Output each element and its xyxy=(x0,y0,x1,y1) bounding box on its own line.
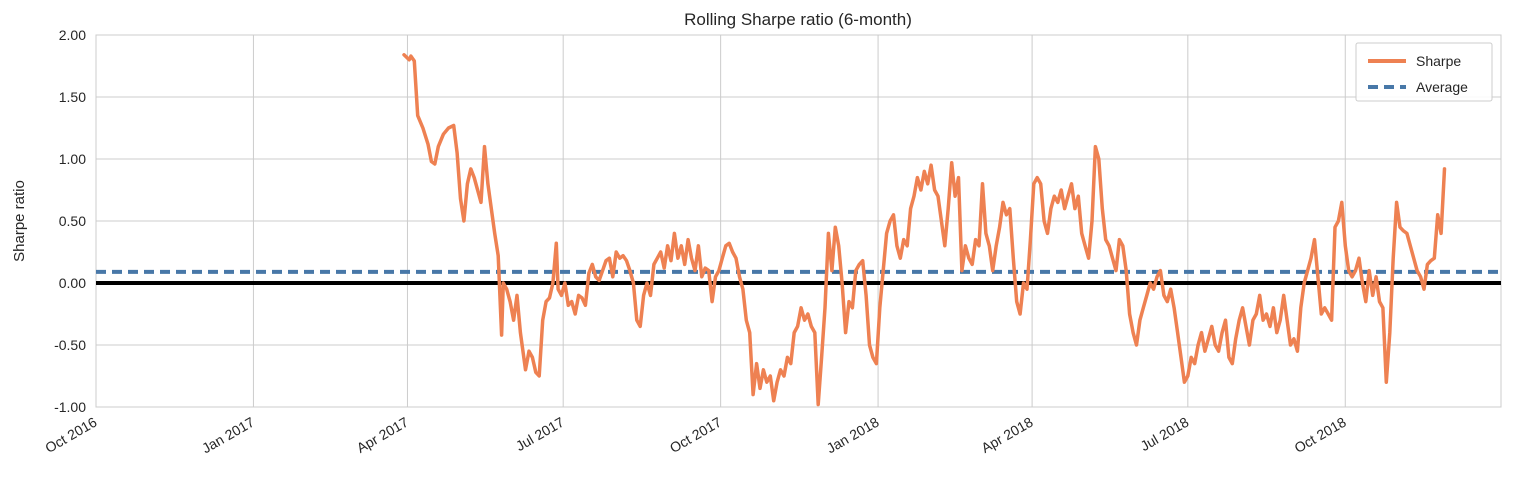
y-tick-label: 1.00 xyxy=(59,151,86,167)
y-tick-label: 2.00 xyxy=(59,27,86,43)
x-tick-label: Jan 2018 xyxy=(824,414,882,457)
legend-sharpe-label: Sharpe xyxy=(1416,53,1461,69)
x-tick-label: Apr 2018 xyxy=(978,414,1035,456)
x-tick-label: Oct 2016 xyxy=(42,414,99,456)
y-axis-label: Sharpe ratio xyxy=(11,180,28,262)
y-tick-label: -0.50 xyxy=(54,337,86,353)
y-axis-ticks: -1.00 -0.50 0.00 0.50 1.00 1.50 2.00 xyxy=(54,27,86,415)
x-tick-label: Oct 2018 xyxy=(1292,414,1349,456)
legend-average-label: Average xyxy=(1416,79,1468,95)
y-tick-label: 0.50 xyxy=(59,213,86,229)
sharpe-series-line xyxy=(402,53,1447,407)
x-tick-label: Oct 2017 xyxy=(667,414,724,456)
series-lines xyxy=(96,53,1501,407)
y-tick-label: -1.00 xyxy=(54,399,86,415)
x-tick-label: Jul 2018 xyxy=(1137,414,1191,454)
legend: Sharpe Average xyxy=(1355,42,1493,102)
x-tick-label: Jul 2017 xyxy=(513,414,567,454)
grid-lines xyxy=(95,34,1501,408)
x-axis-ticks: Oct 2016 Jan 2017 Apr 2017 Jul 2017 Oct 2017… xyxy=(42,414,1349,457)
y-tick-label: 0.00 xyxy=(59,275,86,291)
x-tick-label: Jan 2017 xyxy=(199,414,257,457)
chart-title: Rolling Sharpe ratio (6-month) xyxy=(684,10,912,29)
y-tick-label: 1.50 xyxy=(59,89,86,105)
x-tick-label: Apr 2017 xyxy=(354,414,411,456)
